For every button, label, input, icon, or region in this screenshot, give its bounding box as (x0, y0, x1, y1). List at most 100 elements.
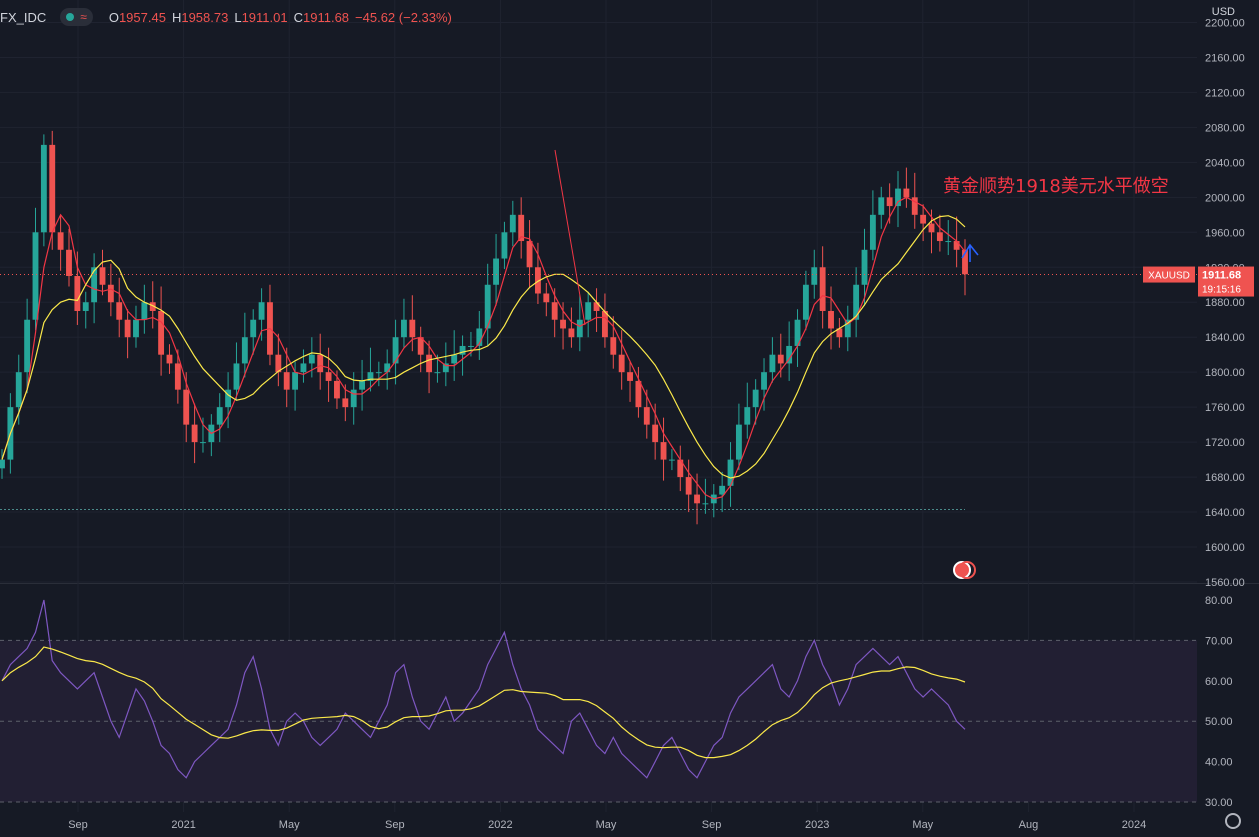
time-tick-label: 2024 (1122, 819, 1146, 831)
price-tick-label: 2040.00 (1205, 157, 1245, 169)
candle-body (911, 197, 918, 215)
candle-body (761, 372, 767, 390)
event-marker-icon[interactable] (958, 561, 976, 579)
candle-body (241, 337, 248, 364)
candle-body (434, 372, 441, 374)
candle-body (275, 354, 282, 373)
time-tick-label: 2021 (171, 819, 195, 831)
legend-bar: FX_IDC ≈ O 1957.45 H 1958.73 L 1911.01 C 191… (0, 6, 458, 28)
time-tick-label: 2022 (488, 819, 512, 831)
moving-average-slow (1, 215, 966, 479)
candle-body (811, 267, 818, 285)
candle-body (777, 354, 784, 364)
candle-body (166, 354, 173, 364)
candle-body (317, 354, 324, 373)
candle-body (49, 144, 56, 233)
rsi-tick-label: 80.00 (1205, 595, 1233, 607)
candle-body (744, 407, 751, 425)
candle-body (903, 188, 910, 198)
candle-body (493, 258, 499, 285)
candle-body (216, 407, 223, 425)
candle-body (99, 267, 106, 285)
candle-body (660, 442, 667, 460)
rsi-tick-label: 60.00 (1205, 676, 1233, 688)
candle-body (719, 485, 726, 495)
candle-body (459, 345, 466, 355)
price-tick-label: 1720.00 (1205, 437, 1245, 449)
drawn-trend-line (554, 149, 586, 326)
candle-body (350, 389, 357, 408)
candle-body (861, 249, 868, 285)
candle-body (401, 319, 407, 338)
candle-body (74, 276, 81, 311)
low-value: 1911.01 (241, 9, 288, 25)
candle-body (593, 302, 600, 311)
candle-body (702, 503, 709, 505)
candle-body (585, 302, 592, 320)
price-tick-label: 2200.00 (1205, 17, 1245, 29)
candle-body (627, 372, 633, 381)
chart-annotation[interactable]: 黄金顺势1918美元水平做空 (943, 176, 1169, 197)
settings-gear-icon[interactable] (1225, 813, 1241, 829)
candle-body (836, 328, 843, 338)
candle-body (392, 337, 399, 364)
candle-body (451, 354, 458, 364)
candle-body (534, 267, 541, 294)
candle-body (174, 363, 181, 390)
price-tick-label: 1640.00 (1205, 507, 1245, 519)
candle-body (501, 232, 508, 259)
candle-body (91, 267, 98, 303)
candle-body (342, 398, 349, 408)
candle-body (936, 232, 943, 242)
candle-body (635, 380, 642, 408)
candle-body (652, 424, 659, 443)
candle-body (509, 214, 516, 233)
candle-body (945, 241, 952, 243)
candle-body (962, 249, 968, 275)
market-open-icon (66, 13, 75, 21)
candle-body (618, 354, 625, 373)
symbol-tag: XAUUSD (1148, 271, 1190, 282)
symbol-label[interactable]: FX_IDC (0, 9, 47, 25)
candle-body (878, 197, 885, 215)
rsi-signal-line (1, 646, 966, 759)
candle-body (568, 328, 575, 338)
candle-body (953, 241, 960, 250)
candle-body (258, 302, 265, 320)
candle-body (643, 407, 650, 425)
high-label: H (171, 9, 182, 25)
rsi-tick-label: 50.00 (1205, 716, 1233, 728)
candle-body (752, 389, 759, 408)
price-tick-label: 1800.00 (1205, 367, 1245, 379)
candle-body (149, 302, 156, 311)
rsi-band-fill (0, 640, 1197, 802)
time-tick-label: Aug (1019, 819, 1039, 831)
price-tag-bg (1198, 266, 1254, 297)
candle-body (82, 302, 89, 311)
candle-body (895, 188, 901, 207)
close-label: C (293, 9, 303, 25)
candle-body (928, 223, 935, 233)
candle-body (233, 363, 240, 390)
candle-body (426, 354, 433, 373)
candle-body (819, 267, 826, 311)
candle-body (24, 319, 31, 373)
currency-selector[interactable]: USD (1211, 6, 1235, 18)
candle-body (141, 302, 148, 320)
candle-body (828, 310, 834, 329)
candle-body (384, 363, 391, 373)
candle-body (610, 337, 617, 355)
status-pill[interactable]: ≈ (60, 8, 93, 26)
time-tick-label: Sep (702, 819, 722, 831)
candle-body (191, 424, 198, 443)
candle-body (367, 372, 374, 381)
candle-body (133, 319, 139, 338)
high-value: 1958.73 (181, 9, 229, 25)
price-tick-label: 1560.00 (1205, 577, 1245, 589)
candle-body (786, 345, 793, 364)
candle-body (66, 249, 72, 277)
candle-body (794, 319, 801, 346)
candle-body (844, 319, 851, 338)
candle-body (769, 354, 776, 373)
